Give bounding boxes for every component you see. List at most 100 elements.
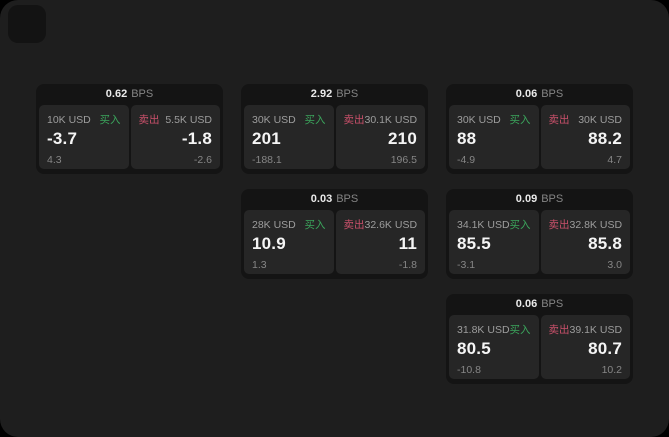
quote-card-body: 34.1K USD 买入 85.5 -3.1 卖出 32.8K USD 85.8… <box>446 210 633 274</box>
buy-price: -3.7 <box>47 129 78 148</box>
sell-top-row: 卖出 30K USD <box>549 112 623 127</box>
buy-price: 80.5 <box>457 339 491 358</box>
sell-price: 80.7 <box>588 339 622 358</box>
quote-card[interactable]: 2.92 BPS 30K USD 买入 201 -188.1 卖出 30.1K … <box>241 84 428 174</box>
buy-panel[interactable]: 10K USD 买入 -3.7 4.3 <box>39 105 129 169</box>
sell-side-label: 卖出 <box>548 219 570 231</box>
sell-side-label: 卖出 <box>548 114 570 126</box>
sell-delta: -2.6 <box>193 154 212 166</box>
spread-header: 0.06 BPS <box>446 294 633 315</box>
spread-header: 0.06 BPS <box>446 84 633 105</box>
buy-side-label: 买入 <box>99 114 121 126</box>
spread-header: 2.92 BPS <box>241 84 428 105</box>
buy-price: 85.5 <box>457 234 491 253</box>
spread-unit-label: BPS <box>541 193 564 205</box>
buy-price: 10.9 <box>252 234 286 253</box>
sell-delta: 3.0 <box>607 259 622 271</box>
sell-delta: 196.5 <box>390 154 417 166</box>
buy-delta: -4.9 <box>457 154 476 166</box>
quote-card-body: 10K USD 买入 -3.7 4.3 卖出 5.5K USD -1.8 -2.… <box>36 105 223 169</box>
sell-top-row: 卖出 5.5K USD <box>139 112 213 127</box>
buy-panel[interactable]: 30K USD 买入 201 -188.1 <box>244 105 334 169</box>
buy-size: 30K USD <box>457 114 501 126</box>
spread-unit-label: BPS <box>541 298 564 310</box>
spread-header: 0.09 BPS <box>446 189 633 210</box>
quote-card[interactable]: 0.09 BPS 34.1K USD 买入 85.5 -3.1 卖出 32.8K… <box>446 189 633 279</box>
sell-panel[interactable]: 卖出 5.5K USD -1.8 -2.6 <box>130 105 220 169</box>
quote-card-body: 30K USD 买入 88 -4.9 卖出 30K USD 88.2 4.7 <box>446 105 633 169</box>
spread-value: 0.06 <box>515 88 538 100</box>
buy-delta: 1.3 <box>252 259 267 271</box>
buy-top-row: 10K USD 买入 <box>47 112 121 127</box>
spread-value: 0.06 <box>515 298 538 310</box>
sell-side-label: 卖出 <box>548 324 570 336</box>
buy-delta: -188.1 <box>252 154 282 166</box>
sell-price: 85.8 <box>588 234 622 253</box>
buy-price: 88 <box>457 129 477 148</box>
sell-side-label: 卖出 <box>343 219 365 231</box>
quote-card-body: 28K USD 买入 10.9 1.3 卖出 32.6K USD 11 -1.8 <box>241 210 428 274</box>
sell-top-row: 卖出 39.1K USD <box>549 322 623 337</box>
buy-top-row: 34.1K USD 买入 <box>457 217 531 232</box>
buy-panel[interactable]: 34.1K USD 买入 85.5 -3.1 <box>449 210 539 274</box>
quote-card[interactable]: 0.06 BPS 30K USD 买入 88 -4.9 卖出 30K USD 8… <box>446 84 633 174</box>
sell-price: 11 <box>398 234 417 253</box>
sell-panel[interactable]: 卖出 32.6K USD 11 -1.8 <box>335 210 425 274</box>
sell-panel[interactable]: 卖出 30.1K USD 210 196.5 <box>335 105 425 169</box>
quote-card-body: 30K USD 买入 201 -188.1 卖出 30.1K USD 210 1… <box>241 105 428 169</box>
buy-side-label: 买入 <box>304 114 326 126</box>
spread-unit-label: BPS <box>131 88 154 100</box>
sell-panel[interactable]: 卖出 32.8K USD 85.8 3.0 <box>540 210 630 274</box>
sell-price: 88.2 <box>588 129 622 148</box>
sell-delta: 4.7 <box>607 154 622 166</box>
sell-delta: 10.2 <box>601 364 622 376</box>
sell-top-row: 卖出 32.6K USD <box>344 217 418 232</box>
spread-header: 0.03 BPS <box>241 189 428 210</box>
buy-delta: 4.3 <box>47 154 62 166</box>
buy-size: 31.8K USD <box>457 324 510 336</box>
sell-top-row: 卖出 30.1K USD <box>344 112 418 127</box>
buy-panel[interactable]: 30K USD 买入 88 -4.9 <box>449 105 539 169</box>
buy-top-row: 30K USD 买入 <box>457 112 531 127</box>
sell-size: 30K USD <box>578 114 622 126</box>
quote-card[interactable]: 0.62 BPS 10K USD 买入 -3.7 4.3 卖出 5.5K USD… <box>36 84 223 174</box>
sell-price: 210 <box>388 129 417 148</box>
buy-size: 30K USD <box>252 114 296 126</box>
sell-size: 32.8K USD <box>569 219 623 231</box>
sell-side-label: 卖出 <box>343 114 365 126</box>
quote-card[interactable]: 0.03 BPS 28K USD 买入 10.9 1.3 卖出 32.6K US… <box>241 189 428 279</box>
buy-size: 10K USD <box>47 114 91 126</box>
app-logo-tile <box>8 5 46 43</box>
buy-size: 34.1K USD <box>457 219 510 231</box>
spread-value: 0.62 <box>105 88 128 100</box>
sell-panel[interactable]: 卖出 39.1K USD 80.7 10.2 <box>540 315 630 379</box>
spread-value: 0.03 <box>310 193 333 205</box>
spread-value: 0.09 <box>515 193 538 205</box>
spread-unit-label: BPS <box>541 88 564 100</box>
sell-size: 39.1K USD <box>569 324 623 336</box>
buy-top-row: 31.8K USD 买入 <box>457 322 531 337</box>
spread-header: 0.62 BPS <box>36 84 223 105</box>
buy-panel[interactable]: 31.8K USD 买入 80.5 -10.8 <box>449 315 539 379</box>
sell-top-row: 卖出 32.8K USD <box>549 217 623 232</box>
spread-value: 2.92 <box>310 88 333 100</box>
buy-top-row: 28K USD 买入 <box>252 217 326 232</box>
buy-price: 201 <box>252 129 281 148</box>
buy-top-row: 30K USD 买入 <box>252 112 326 127</box>
buy-delta: -3.1 <box>457 259 476 271</box>
spread-unit-label: BPS <box>336 88 359 100</box>
buy-size: 28K USD <box>252 219 296 231</box>
sell-size: 30.1K USD <box>364 114 418 126</box>
sell-price: -1.8 <box>181 129 212 148</box>
quote-card-body: 31.8K USD 买入 80.5 -10.8 卖出 39.1K USD 80.… <box>446 315 633 379</box>
quote-card[interactable]: 0.06 BPS 31.8K USD 买入 80.5 -10.8 卖出 39.1… <box>446 294 633 384</box>
sell-size: 32.6K USD <box>364 219 418 231</box>
spread-unit-label: BPS <box>336 193 359 205</box>
sell-delta: -1.8 <box>398 259 417 271</box>
buy-panel[interactable]: 28K USD 买入 10.9 1.3 <box>244 210 334 274</box>
sell-panel[interactable]: 卖出 30K USD 88.2 4.7 <box>540 105 630 169</box>
buy-side-label: 买入 <box>509 324 531 336</box>
sell-size: 5.5K USD <box>165 114 212 126</box>
buy-side-label: 买入 <box>509 114 531 126</box>
